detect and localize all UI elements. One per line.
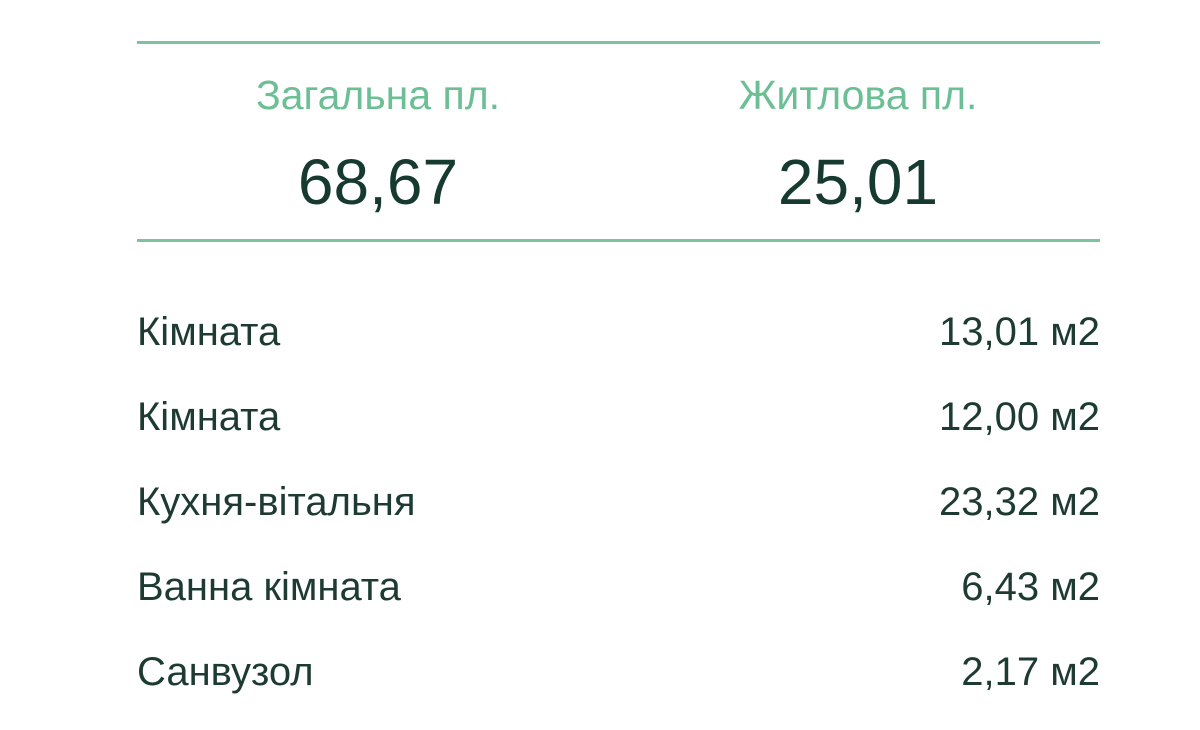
room-row: Кімната 12,00 м2 <box>137 395 1100 455</box>
room-area: 6,43 м2 <box>961 565 1100 609</box>
room-row: Кухня-вітальня 23,32 м2 <box>137 480 1100 540</box>
room-area: 12,00 м2 <box>939 395 1100 439</box>
total-area-label: Загальна пл. <box>255 72 501 118</box>
bottom-divider <box>137 239 1100 242</box>
room-area: 2,17 м2 <box>961 650 1100 694</box>
room-name: Ванна кімната <box>137 565 401 609</box>
living-area-value: 25,01 <box>777 146 939 218</box>
room-name: Кімната <box>137 310 281 354</box>
total-area-value: 68,67 <box>297 146 459 218</box>
room-name: Кімната <box>137 395 281 439</box>
room-area: 23,32 м2 <box>939 480 1100 524</box>
room-name: Кухня-вітальня <box>137 480 416 524</box>
living-area-label: Житлова пл. <box>738 72 978 118</box>
room-row: Ванна кімната 6,43 м2 <box>137 565 1100 625</box>
room-row: Санвузол 2,17 м2 <box>137 650 1100 710</box>
room-name: Санвузол <box>137 650 314 694</box>
room-area: 13,01 м2 <box>939 310 1100 354</box>
room-row: Кімната 13,01 м2 <box>137 310 1100 370</box>
top-divider <box>137 41 1100 44</box>
